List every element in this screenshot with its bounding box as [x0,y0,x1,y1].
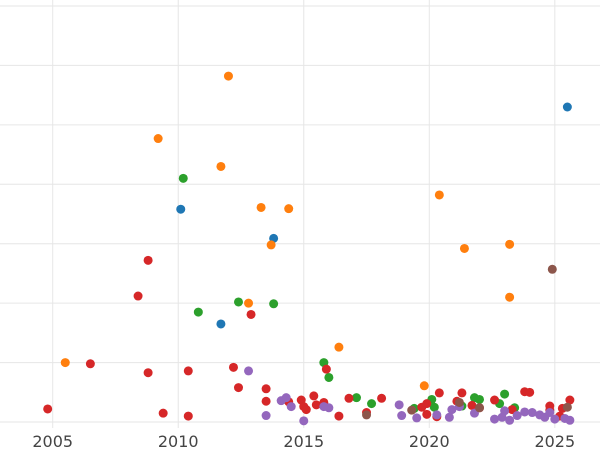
data-point [233,383,243,393]
data-point [183,366,193,376]
data-point [525,387,535,397]
data-point [500,389,510,399]
data-point [85,359,95,369]
data-point [367,399,377,409]
x-tick-label: 2015 [283,432,324,450]
data-point [507,405,517,415]
data-point [153,134,163,144]
data-point [158,408,168,418]
data-point [500,406,510,416]
data-point [299,416,309,426]
data-point [550,414,560,424]
x-tick-label: 2025 [534,432,575,450]
data-point [60,358,70,368]
data-points [43,71,575,426]
data-point [419,381,429,391]
data-point [565,415,575,425]
data-point [133,291,143,301]
data-point [216,319,226,329]
data-point [407,405,417,415]
data-point [505,415,515,425]
data-point [183,411,193,421]
data-point [422,409,432,419]
data-point [284,204,294,214]
data-point [269,299,279,309]
data-point [261,396,271,406]
data-point [334,342,344,352]
x-tick-labels: 2005 2010 2015 2020 2025 [32,432,575,450]
data-point [397,411,407,421]
data-point [256,202,266,212]
data-point [324,372,334,382]
data-point [281,393,291,403]
data-point [321,364,331,374]
data-point [223,71,233,81]
data-point [311,400,321,410]
data-point [434,388,444,398]
data-point [457,388,467,398]
data-point [547,264,557,274]
data-point [490,414,500,424]
data-point [490,395,500,405]
data-point [261,384,271,394]
data-point [412,413,422,423]
data-point [565,395,575,405]
data-point [444,412,454,422]
data-point [362,410,372,420]
data-point [394,400,404,410]
data-point [447,405,457,415]
data-point [520,407,530,417]
data-point [454,397,464,407]
data-point [286,402,296,412]
data-point [266,240,276,250]
data-point [43,404,53,414]
data-point [143,368,153,378]
data-point [246,309,256,319]
x-tick-label: 2005 [32,432,73,450]
x-tick-label: 2020 [409,432,450,450]
data-point [334,411,344,421]
x-tick-label: 2010 [158,432,199,450]
data-point [512,411,522,421]
data-point [244,366,254,376]
data-point [324,403,334,413]
data-point [562,402,572,412]
data-point [527,408,537,418]
data-point [351,393,361,403]
data-point [474,403,484,413]
data-point [545,408,555,418]
data-point [474,394,484,404]
data-point [244,298,254,308]
data-point [562,102,572,112]
data-point [228,362,238,372]
data-point [143,255,153,265]
data-point [344,393,354,403]
data-point [261,411,271,421]
data-point [434,190,444,200]
data-point [178,173,188,183]
data-point [309,391,319,401]
data-point [193,307,203,317]
data-point [233,297,243,307]
data-point [422,399,432,409]
data-point [216,161,226,171]
data-point [459,243,469,253]
data-point [377,393,387,403]
data-point [467,400,477,410]
data-point [505,239,515,249]
data-point [301,405,311,415]
data-point [505,292,515,302]
data-point [176,204,186,214]
data-point [429,402,439,412]
data-point [432,410,442,420]
